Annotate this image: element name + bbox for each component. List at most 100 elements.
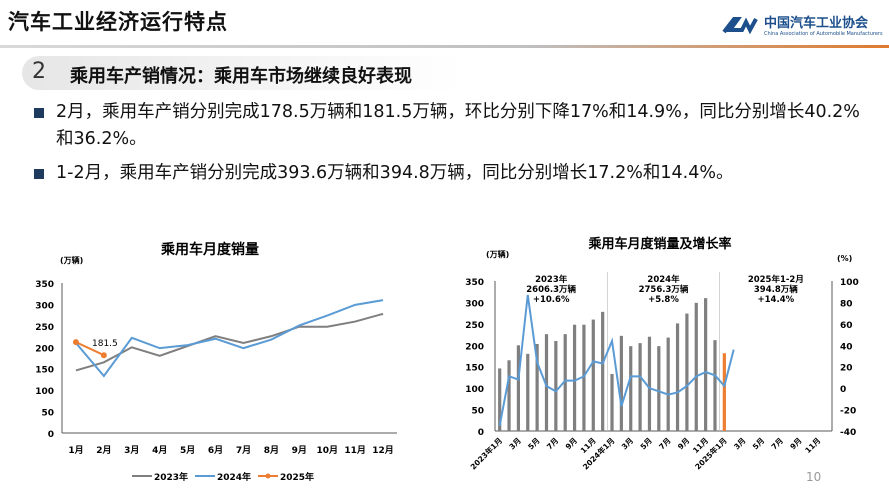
y-tick-label-right: -40 [840, 428, 856, 438]
sales-bar [647, 336, 652, 431]
period-annotation: 2025年1-2月 [748, 274, 804, 285]
y-tick-label: 350 [35, 280, 54, 290]
x-tick-label: 11月 [803, 436, 822, 455]
period-annotation: +10.6% [533, 295, 570, 305]
logo-subtext: China Association of Automobile Manufact… [764, 31, 883, 37]
monthly-sales-growth-chart: 乘用车月度销量及增长率(万辆) (%)050100150200250300350-… [465, 236, 859, 471]
sales-bar [704, 298, 708, 431]
bullet-text: 2月，乘用车产销分别完成178.5万辆和181.5万辆，环比分别下降17%和14… [56, 102, 860, 149]
x-tick-label: 9月 [788, 436, 803, 451]
x-tick-label: 7月 [657, 436, 672, 451]
x-tick-label: 7月 [545, 436, 560, 451]
x-tick-label: 12月 [372, 445, 394, 456]
y-tick-label-right: 0 [840, 385, 846, 395]
sales-bar [498, 368, 502, 431]
y-tick-label-right: 60 [840, 321, 853, 331]
x-tick-label: 6月 [208, 445, 223, 456]
period-annotation: 2024年 [647, 274, 680, 285]
legend-label: 2025年 [280, 471, 314, 483]
logo-text: 中国汽车工业协会 [764, 16, 869, 31]
y-tick-label: 250 [35, 323, 54, 333]
section-title: 乘用车产销情况：乘用车市场继续良好表现 [70, 66, 412, 87]
y-tick-label: 50 [41, 409, 54, 419]
legend-label: 2023年 [154, 471, 188, 483]
sales-bar [526, 353, 530, 431]
sales-bar [722, 353, 726, 431]
period-annotation: +14.4% [758, 295, 795, 305]
x-tick-label: 4月 [152, 445, 167, 456]
x-tick-label: 3月 [124, 445, 139, 456]
page-title: 汽车工业经济运行特点 [8, 10, 228, 34]
bullet-square-icon [34, 108, 44, 118]
y-tick-label: 0 [48, 430, 54, 440]
x-tick-label: 5月 [751, 436, 766, 451]
sales-bar [638, 343, 642, 431]
x-tick-label: 1月 [68, 445, 83, 456]
x-tick-label: 2月 [96, 445, 111, 456]
x-tick-label: 5月 [639, 436, 654, 451]
x-tick-label: 9月 [292, 445, 307, 456]
monthly-sales-line-chart: 乘用车月度销量 (万辆) 0 50 100 150 200 250 300 350 1月 2月 3月 4月… [35, 241, 397, 483]
x-tick-label: 11月 [344, 445, 366, 456]
data-point [100, 352, 107, 359]
sales-bar [572, 324, 577, 431]
sales-bar [666, 337, 670, 431]
sales-bar [619, 335, 623, 431]
chart-title: 乘用车月度销量及增长率 [587, 236, 731, 252]
sales-bar [694, 302, 698, 431]
sales-bar [554, 341, 558, 431]
period-annotation: +5.8% [648, 295, 679, 305]
x-tick-label: 2023年1月 [468, 435, 504, 471]
y-tick-label-left: 200 [465, 342, 484, 352]
period-annotation: 394.8万辆 [754, 284, 798, 295]
sales-bar [610, 374, 614, 431]
x-tick-label: 8月 [264, 445, 279, 456]
sales-bar [629, 346, 633, 431]
y-tick-label-left: 50 [471, 407, 484, 417]
x-tick-label: 9月 [564, 436, 579, 451]
bullet-text: 1-2月，乘用车产销分别完成393.6万辆和394.8万辆，同比分别增长17.2… [56, 163, 734, 183]
x-tick-label: 3月 [620, 436, 635, 451]
sales-bar [657, 346, 661, 431]
y-tick-label-left: 350 [465, 278, 484, 288]
y-tick-label-right: 100 [840, 278, 859, 288]
y-tick-label: 200 [35, 344, 54, 354]
chart-title: 乘用车月度销量 [160, 241, 259, 258]
period-annotation: 2606.3万辆 [526, 284, 576, 295]
x-tick-label: 5月 [180, 445, 195, 456]
bullet-square-icon [34, 169, 44, 179]
growth-rate-line [498, 294, 735, 426]
series-line-2023年 [75, 312, 384, 372]
y-tick-label: 300 [35, 301, 54, 311]
bullet-item: 2月，乘用车产销分别完成178.5万辆和181.5万辆，环比分别下降17%和14… [34, 99, 864, 153]
legend-label: 2024年 [217, 471, 251, 483]
x-tick-label: 5月 [526, 436, 541, 451]
section-number: 2 [32, 59, 46, 84]
y-tick-label-left: 0 [478, 428, 484, 438]
x-tick-label: 3月 [507, 436, 522, 451]
y-tick-label: 150 [35, 366, 54, 376]
series-line-2024年 [75, 299, 384, 378]
y-tick-label-right: 80 [840, 299, 853, 309]
x-tick-label: 10月 [316, 445, 338, 456]
y-tick-label-left: 300 [465, 299, 484, 309]
series-line-2025年 [75, 341, 105, 357]
caam-logo-icon [722, 16, 758, 34]
y-tick-label-right: 40 [840, 342, 853, 352]
y-tick-label-right: -20 [840, 407, 856, 417]
legend-marker [265, 473, 271, 479]
period-annotation: 2023年 [535, 274, 568, 285]
section-header: 2 乘用车产销情况：乘用车市场继续良好表现 [22, 56, 462, 90]
y-tick-label-left: 250 [465, 321, 484, 331]
sales-bar [591, 319, 595, 431]
sales-bar [535, 344, 539, 431]
caam-logo: 中国汽车工业协会 China Association of Automobile … [722, 12, 883, 37]
y-tick-label: 100 [35, 387, 54, 397]
y-axis-label-right: (%) [837, 254, 852, 263]
y-axis-label: (万辆) [60, 255, 83, 265]
sales-bar [675, 323, 680, 431]
data-point [72, 339, 79, 346]
x-tick-label: 3月 [732, 436, 747, 451]
bullet-item: 1-2月，乘用车产销分别完成393.6万辆和394.8万辆，同比分别增长17.2… [34, 160, 864, 187]
sales-bar [563, 334, 567, 431]
